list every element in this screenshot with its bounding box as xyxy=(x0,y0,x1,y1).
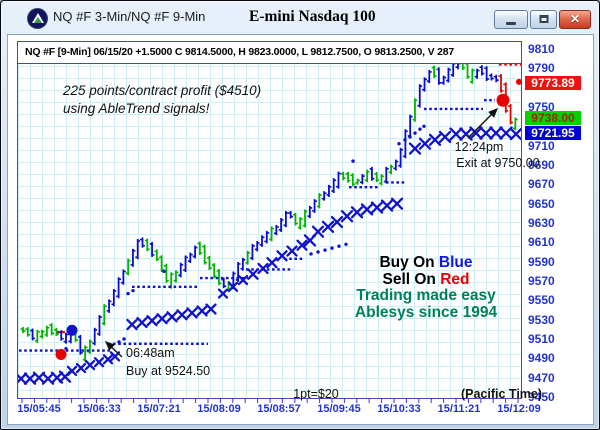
quote-text: NQ #F [9-Min] 06/15/20 +1.5000 C 9814.50… xyxy=(25,46,455,58)
price-axis-label: 9530 xyxy=(528,312,555,327)
legend-sell-word: Red xyxy=(440,270,470,288)
legend-buy-line: Buy On Blue xyxy=(331,254,521,272)
profit-line1: 225 points/contract profit ($4510) xyxy=(63,83,262,98)
legend-buy-prefix: Buy On xyxy=(379,254,439,271)
time-axis-label: 15/06:33 xyxy=(77,403,121,415)
legend-tagline: Trading made easy xyxy=(356,287,496,304)
triangle-green-icon xyxy=(33,16,42,23)
time-axis-label: 15/08:57 xyxy=(257,403,301,415)
price-axis-label: 9470 xyxy=(528,370,555,385)
time-axis-label: 15/07:21 xyxy=(137,403,181,415)
price-axis-label: 9810 xyxy=(528,42,555,56)
time-axis-label: 15/10:33 xyxy=(377,403,421,415)
price-axis-label: 9650 xyxy=(528,196,555,211)
point-value-label: 1pt=$20 xyxy=(293,387,339,401)
close-icon: ✕ xyxy=(569,12,581,26)
maximize-icon xyxy=(539,15,548,23)
price-badge-blue: 9721.95 xyxy=(525,126,581,141)
legend-since: Ablesys since 1994 xyxy=(354,303,498,321)
time-axis-label: 15/09:45 xyxy=(317,403,361,415)
time-axis-label: 15/12:09 xyxy=(497,403,541,415)
chart-title: E-mini Nasdaq 100 xyxy=(249,8,376,25)
exit-time-label: 12:24pm xyxy=(454,140,504,154)
legend-sell-prefix: Sell On xyxy=(382,270,441,288)
profit-annotation: 225 points/contract profit ($4510) using… xyxy=(63,82,261,117)
buy-price-label: Buy at 9524.50 xyxy=(126,363,211,378)
titlebar[interactable]: NQ #F 3-Min/NQ #F 9-Min E-mini Nasdaq 10… xyxy=(1,1,599,34)
price-axis-label: 9630 xyxy=(528,216,555,230)
window-title: NQ #F 3-Min/NQ #F 9-Min xyxy=(53,9,206,24)
time-axis-label: 15/05:45 xyxy=(17,403,61,415)
price-axis-label: 9790 xyxy=(528,61,555,76)
price-axis-label: 9670 xyxy=(528,177,555,192)
price-axis-label: 9610 xyxy=(528,235,555,250)
profit-line2: using AbleTrend signals! xyxy=(63,100,210,116)
buy-time-label: 06:48am xyxy=(126,346,175,360)
legend-sell-line: Sell On Red xyxy=(331,270,521,289)
time-axis-label: 15/11:21 xyxy=(437,403,481,415)
price-axis-label: 9690 xyxy=(528,158,555,172)
price-badge-red: 9773.89 xyxy=(525,75,581,90)
price-axis-label: 9510 xyxy=(528,332,555,346)
price-axis-label: 9570 xyxy=(528,274,555,288)
maximize-button[interactable] xyxy=(530,10,557,29)
close-button[interactable]: ✕ xyxy=(559,10,591,29)
price-badge-green: 9738.00 xyxy=(525,110,581,125)
timezone-label: (Pacific Time) xyxy=(460,387,543,401)
exit-price-label: Exit at 9750.00 xyxy=(456,156,540,170)
price-axis-label: 9550 xyxy=(528,293,555,308)
minimize-button[interactable] xyxy=(494,10,528,29)
price-axis-label: 9450 xyxy=(528,390,555,404)
quote-strip: NQ #F [9-Min] 06/15/20 +1.5000 C 9814.50… xyxy=(18,42,521,64)
plot-area[interactable]: NQ #F [9-Min] 06/15/20 +1.5000 C 9814.50… xyxy=(17,41,522,399)
price-axis-label: 9590 xyxy=(528,254,555,269)
price-axis-label: 9490 xyxy=(528,351,555,366)
signal-legend: Buy On Blue Sell On Red Trading made eas… xyxy=(331,254,521,321)
price-axis-label: 9750 xyxy=(528,100,555,114)
price-axis-label: 9710 xyxy=(528,138,555,153)
window-controls: ✕ xyxy=(492,10,591,29)
time-axis-label: 15/08:09 xyxy=(197,403,241,415)
buy-annotation: 06:48am Buy at 9524.50 xyxy=(126,345,210,380)
legend-buy-word: Blue xyxy=(438,254,473,271)
minimize-icon xyxy=(506,22,516,25)
ablesys-app-icon xyxy=(28,9,47,28)
